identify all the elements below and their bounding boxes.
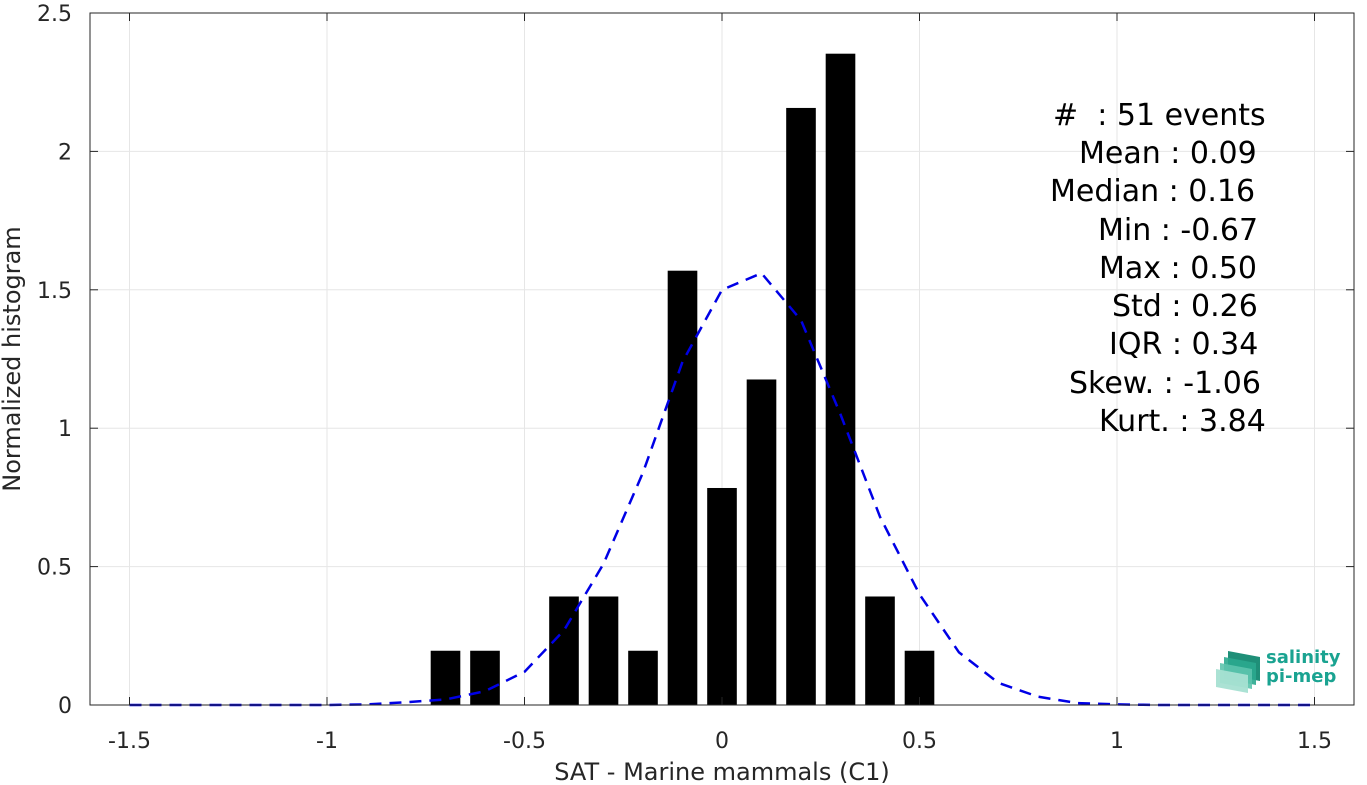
logo-line-1: salinity <box>1266 647 1341 668</box>
histogram-bars <box>430 53 935 706</box>
salinity-pimep-logo: salinity pi-mep <box>1216 645 1346 695</box>
y-tick-label: 1 <box>58 417 72 442</box>
stat-kurtosis: Kurt. : 3.84 <box>1099 404 1266 439</box>
stat-max: Max : 0.50 <box>1099 251 1257 286</box>
stat-iqr: IQR : 0.34 <box>1109 327 1259 362</box>
stat-median: Median : 0.16 <box>1050 174 1256 209</box>
x-tick-label: -1.5 <box>108 729 151 754</box>
x-tick-label: 0.5 <box>902 729 937 754</box>
histogram-bar <box>430 650 461 705</box>
x-tick-label: -0.5 <box>503 729 546 754</box>
x-tick-label: 1 <box>1110 729 1124 754</box>
y-tick-label: 2.5 <box>37 2 72 27</box>
stat-skewness: Skew. : -1.06 <box>1069 366 1261 401</box>
x-tick-label: 1.5 <box>1297 729 1332 754</box>
stat-std: Std : 0.26 <box>1112 289 1258 324</box>
histogram-bar <box>470 650 500 705</box>
y-tick-label: 0.5 <box>37 556 72 581</box>
y-tick-label: 0 <box>58 694 72 719</box>
histogram-bar <box>549 596 579 705</box>
y-tick-label: 2 <box>58 140 72 165</box>
axis-ticks: -1.5 -1 -0.5 0 0.5 1 1.5 0 0.5 1 1.5 2 2.5 <box>37 2 1354 754</box>
waves-logo-icon <box>1216 651 1260 693</box>
histogram-bar <box>904 650 935 705</box>
logo-line-2: pi-mep <box>1266 666 1337 687</box>
histogram-bar <box>628 650 658 705</box>
histogram-bar <box>865 596 895 705</box>
histogram-bar <box>786 107 816 706</box>
logo-text: salinity pi-mep <box>1266 648 1341 686</box>
stat-mean: Mean : 0.09 <box>1079 136 1257 171</box>
x-tick-label: -1 <box>316 729 338 754</box>
histogram-bar <box>667 270 698 705</box>
y-tick-label: 1.5 <box>37 279 72 304</box>
x-axis-label: SAT - Marine mammals (C1) <box>554 758 889 785</box>
histogram-bar <box>746 379 777 705</box>
y-axis-label: Normalized histogram <box>0 226 26 491</box>
histogram-bar <box>825 53 856 706</box>
histogram-bar <box>588 596 619 705</box>
histogram-bar <box>707 487 737 705</box>
x-tick-label: 0 <box>715 729 729 754</box>
stat-min: Min : -0.67 <box>1098 213 1259 248</box>
stat-events: # : 51 events <box>1053 98 1266 133</box>
